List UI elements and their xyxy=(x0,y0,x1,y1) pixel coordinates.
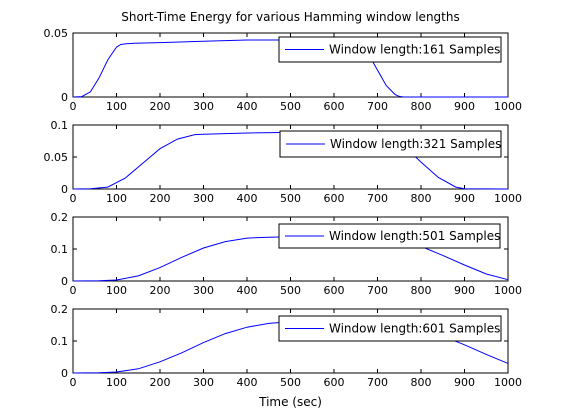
x-tick-label: 100 xyxy=(106,100,127,113)
y-tick-label: 0.1 xyxy=(51,243,69,256)
x-tick-label: 100 xyxy=(106,376,127,389)
x-tick-label: 400 xyxy=(237,284,258,297)
y-tick-label: 0.2 xyxy=(51,303,69,316)
x-tick-label: 800 xyxy=(411,284,432,297)
legend-label-2: Window length:321 Samples xyxy=(330,137,501,151)
chart-title: Short-Time Energy for various Hamming wi… xyxy=(121,10,459,24)
x-tick-label: 1000 xyxy=(494,284,522,297)
y-tick-label: 0 xyxy=(61,183,68,196)
x-tick-label: 400 xyxy=(237,192,258,205)
x-tick-label: 200 xyxy=(150,192,171,205)
y-tick-label: 0 xyxy=(61,91,68,104)
y-tick-label: 0 xyxy=(61,367,68,380)
x-tick-label: 0 xyxy=(70,376,77,389)
y-tick-label: 0.1 xyxy=(51,119,69,132)
x-tick-label: 800 xyxy=(411,192,432,205)
legend-label-1: Window length:161 Samples xyxy=(329,43,500,57)
x-tick-label: 900 xyxy=(454,284,475,297)
x-tick-label: 200 xyxy=(150,284,171,297)
x-tick-label: 200 xyxy=(150,376,171,389)
x-tick-label: 0 xyxy=(70,100,77,113)
legend-label-4: Window length:601 Samples xyxy=(329,322,500,336)
x-tick-label: 300 xyxy=(193,284,214,297)
x-tick-label: 300 xyxy=(193,376,214,389)
x-tick-label: 200 xyxy=(150,100,171,113)
x-tick-label: 700 xyxy=(367,192,388,205)
x-tick-label: 800 xyxy=(411,376,432,389)
x-tick-label: 800 xyxy=(411,100,432,113)
y-tick-label: 0.1 xyxy=(51,335,69,348)
x-tick-label: 600 xyxy=(324,100,345,113)
x-tick-label: 700 xyxy=(367,100,388,113)
x-tick-label: 500 xyxy=(280,376,301,389)
x-tick-label: 500 xyxy=(280,100,301,113)
x-tick-label: 400 xyxy=(237,376,258,389)
x-tick-label: 0 xyxy=(70,284,77,297)
y-tick-label: 0.05 xyxy=(44,27,69,40)
y-tick-label: 0.05 xyxy=(44,151,69,164)
x-tick-label: 900 xyxy=(454,376,475,389)
x-tick-label: 600 xyxy=(324,284,345,297)
x-tick-label: 700 xyxy=(367,376,388,389)
x-tick-label: 700 xyxy=(367,284,388,297)
x-tick-label: 600 xyxy=(324,192,345,205)
x-tick-label: 100 xyxy=(106,192,127,205)
x-tick-label: 600 xyxy=(324,376,345,389)
x-axis-label: Time (sec) xyxy=(258,395,322,409)
x-tick-label: 300 xyxy=(193,100,214,113)
x-tick-label: 400 xyxy=(237,100,258,113)
x-tick-label: 100 xyxy=(106,284,127,297)
x-tick-label: 1000 xyxy=(494,376,522,389)
x-tick-label: 1000 xyxy=(494,100,522,113)
x-tick-label: 0 xyxy=(70,192,77,205)
x-tick-label: 1000 xyxy=(494,192,522,205)
x-tick-label: 500 xyxy=(280,284,301,297)
legend-label-3: Window length:501 Samples xyxy=(329,229,500,243)
x-tick-label: 900 xyxy=(454,192,475,205)
y-tick-label: 0.2 xyxy=(51,211,69,224)
x-tick-label: 900 xyxy=(454,100,475,113)
y-tick-label: 0 xyxy=(61,275,68,288)
x-tick-label: 300 xyxy=(193,192,214,205)
x-tick-label: 500 xyxy=(280,192,301,205)
